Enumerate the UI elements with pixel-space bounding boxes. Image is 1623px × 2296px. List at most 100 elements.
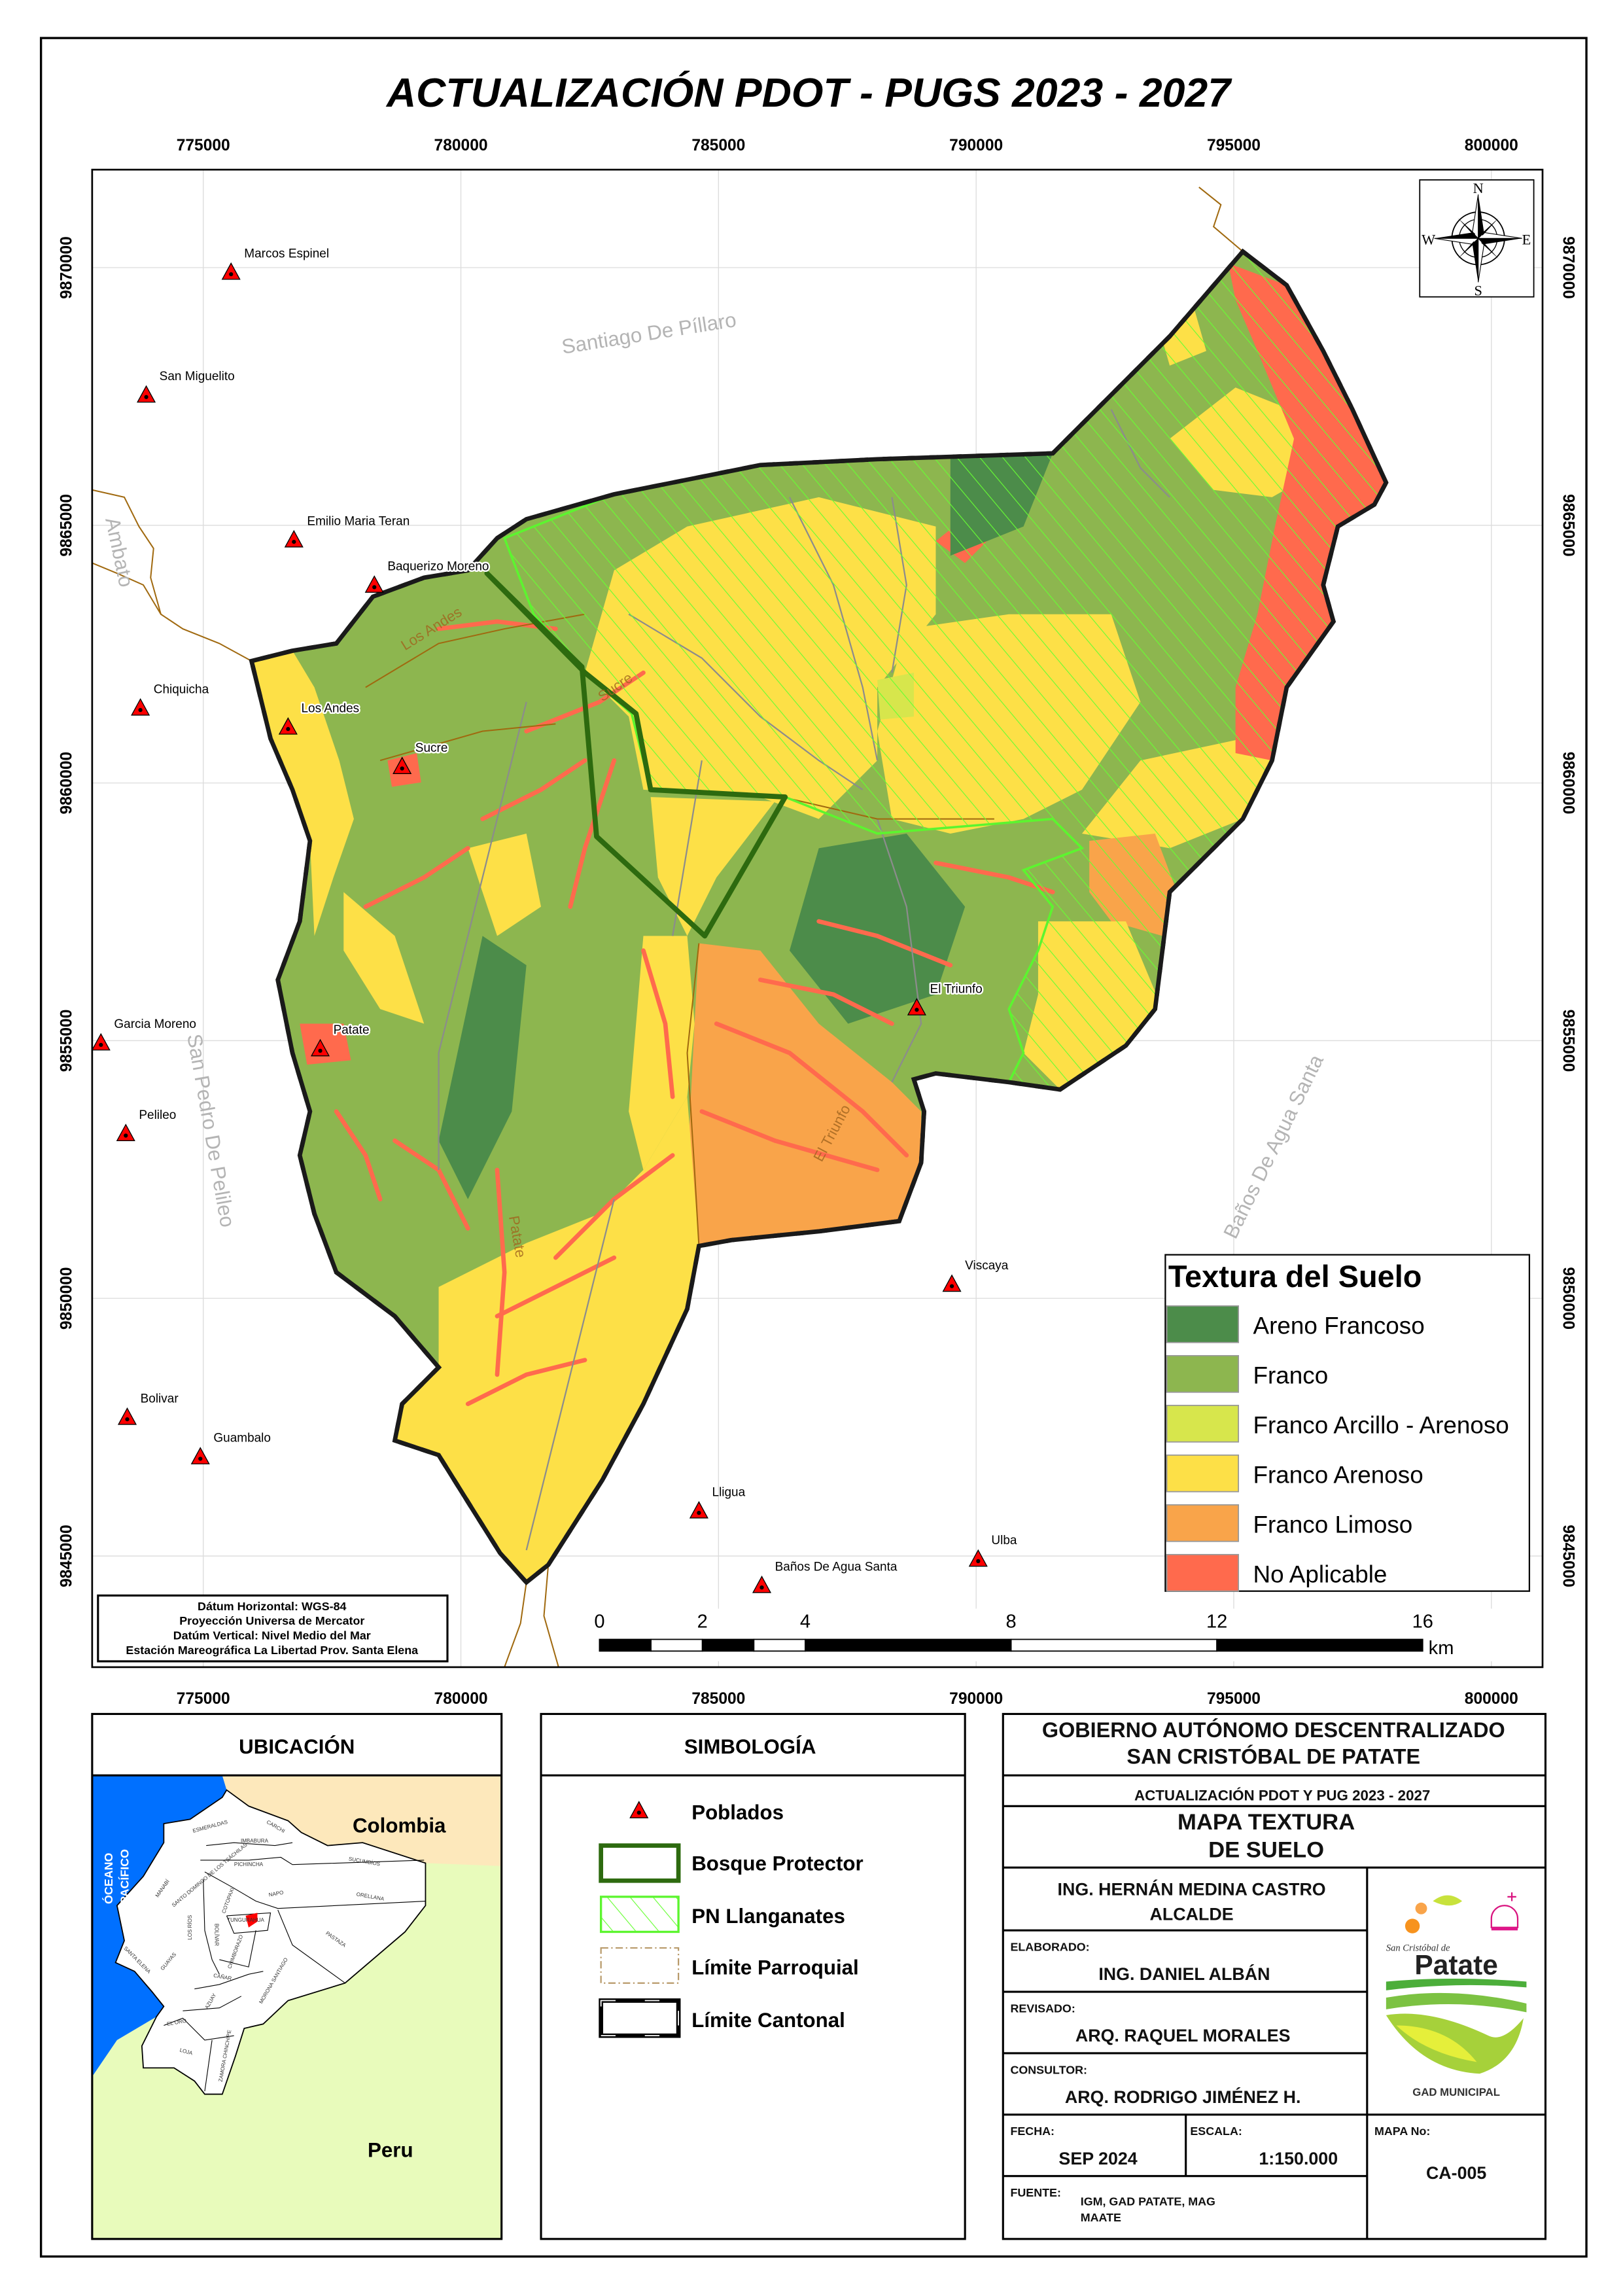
colombia-area xyxy=(222,1775,502,1866)
mayor-name: ING. HERNÁN MEDINA CASTRO xyxy=(1058,1879,1326,1899)
populated-place-icon xyxy=(284,529,304,548)
symbology-label: PN Llanganates xyxy=(691,1905,845,1928)
populated-place[interactable]: El Triunfo xyxy=(907,981,984,1016)
populated-place[interactable]: Lligua xyxy=(689,1485,746,1519)
place-label: Los Andes xyxy=(301,701,359,715)
populated-place-icon xyxy=(942,1274,962,1292)
scale-bar-segment xyxy=(599,1638,652,1652)
province-label: NAPO xyxy=(268,1890,284,1898)
populated-place[interactable]: Viscaya xyxy=(942,1259,1009,1292)
populated-place-icon xyxy=(278,717,298,735)
legend-item: Franco Arcillo - Arenoso xyxy=(1166,1404,1509,1443)
populated-place-icon xyxy=(131,698,150,716)
soil-zone-franco-arenoso xyxy=(650,797,775,936)
place-label: Lligua xyxy=(712,1485,746,1499)
location-inset-map: Colombia Peru ÓCEANO PACÍFICO ESMERALDAS… xyxy=(92,1775,502,2239)
place-label: Patate xyxy=(334,1023,370,1037)
y-tick-label: 9855000 xyxy=(1559,1010,1577,1072)
tungurahua-highlight xyxy=(245,1913,258,1928)
populated-place[interactable]: Patate xyxy=(310,1022,371,1057)
populated-place[interactable]: San Miguelito xyxy=(137,370,235,403)
scale-bar-segment xyxy=(701,1638,755,1652)
populated-place[interactable]: Baños De Agua Santa xyxy=(752,1560,898,1593)
map-frame xyxy=(91,168,1544,1669)
x-tick-label: 775000 xyxy=(177,137,230,154)
populated-place[interactable]: Marcos Espinel xyxy=(221,247,329,280)
populated-place-icon xyxy=(752,1575,772,1593)
legend-item: Franco xyxy=(1166,1354,1328,1393)
y-tick-label: 9870000 xyxy=(58,236,76,299)
populated-place-icon xyxy=(116,1123,135,1141)
fuente-label: FUENTE: xyxy=(1010,2186,1060,2199)
project-name: ACTUALIZACIÓN PDOT Y PUG 2023 - 2027 xyxy=(1134,1787,1430,1803)
title-block-text: GOBIERNO AUTÓNOMO DESCENTRALIZADO SAN CR… xyxy=(1010,1718,1527,2224)
populated-place[interactable]: Sucre xyxy=(393,739,449,775)
populated-place-icon xyxy=(689,1500,708,1519)
legend-label: Franco Limoso xyxy=(1253,1511,1412,1538)
legend: Textura del Suelo Areno Francoso Franco Fr… xyxy=(1164,1254,1531,1592)
place-label: Viscaya xyxy=(965,1259,1009,1273)
province-label: CAÑAR xyxy=(213,1973,232,1982)
legend-swatch xyxy=(1166,1454,1240,1492)
soil-zone-franco-arenoso xyxy=(629,936,695,1171)
symbology-label: Límite Cantonal xyxy=(691,2009,845,2032)
elaborado-label: ELABORADO: xyxy=(1010,1941,1089,1954)
legend-label: No Aplicable xyxy=(1253,1561,1387,1587)
populated-place-icon xyxy=(221,262,241,280)
symbology-label: Bosque Protector xyxy=(691,1852,863,1875)
ocean-label: PACÍFICO xyxy=(118,1849,131,1904)
legend-item: No Aplicable xyxy=(1166,1553,1387,1592)
place-label: Guambalo xyxy=(213,1432,271,1445)
legend-swatch xyxy=(1166,1305,1240,1343)
y-tick-label: 9850000 xyxy=(58,1267,76,1330)
bosque-protector-swatch xyxy=(599,1843,681,1883)
main-map[interactable]: Santiago De Píllaro Ambato San Pedro De … xyxy=(92,169,1543,1667)
west-label: W xyxy=(1422,231,1436,247)
x-tick-label: 780000 xyxy=(434,137,488,154)
x-tick-label: 800000 xyxy=(1465,1690,1518,1708)
populated-place[interactable]: Bolivar xyxy=(117,1392,179,1425)
populated-place[interactable]: Baquerizo Moreno xyxy=(364,558,491,593)
populated-place[interactable]: Los Andes xyxy=(278,700,361,735)
soil-zone-franco-arenoso xyxy=(251,650,354,936)
datum-line: Estación Mareográfica La Libertad Prov. … xyxy=(126,1644,419,1657)
scale-bar-segment xyxy=(650,1638,703,1652)
south-label: S xyxy=(1474,282,1482,298)
y-tick-label: 9855000 xyxy=(58,1010,76,1072)
populated-place[interactable]: Guambalo xyxy=(190,1432,271,1464)
mapa-no-value: CA-005 xyxy=(1426,2163,1486,2183)
legend-swatch xyxy=(1166,1404,1240,1443)
place-label: Sucre xyxy=(415,741,448,755)
fecha-value: SEP 2024 xyxy=(1058,2149,1137,2168)
soil-zone-franco-arenoso xyxy=(394,1097,699,1583)
scale-bar-segment xyxy=(753,1638,806,1652)
populated-place[interactable]: Pelileo xyxy=(116,1108,177,1141)
ocean-label: ÓCEANO xyxy=(101,1852,115,1904)
populated-place[interactable]: Emilio Maria Teran xyxy=(284,514,410,548)
page-title: ACTUALIZACIÓN PDOT - PUGS 2023 - 2027 xyxy=(385,70,1232,116)
datum-line: Dátum Horizontal: WGS-84 xyxy=(198,1600,346,1613)
populated-place-icon xyxy=(92,1033,111,1051)
place-label: Baños De Agua Santa xyxy=(775,1560,898,1574)
legend-label: Franco Arenoso xyxy=(1253,1461,1423,1488)
place-label: San Miguelito xyxy=(160,370,235,383)
mapa-no-label: MAPA No: xyxy=(1374,2125,1430,2138)
scale-bar-segment xyxy=(1216,1638,1423,1652)
place-label: Marcos Espinel xyxy=(244,247,329,260)
scale-bar-unit: km xyxy=(1429,1638,1454,1659)
legend-item: Franco Arenoso xyxy=(1166,1454,1423,1492)
populated-place[interactable]: Garcia Moreno xyxy=(92,1017,196,1051)
outside-parish-boundaries xyxy=(92,186,1244,1667)
province-boundaries xyxy=(164,1842,426,2092)
place-label: El Triunfo xyxy=(930,983,983,997)
populated-place[interactable]: Ulba xyxy=(968,1534,1017,1567)
escala-value: 1:150.000 xyxy=(1259,2149,1338,2168)
org-name: SAN CRISTÓBAL DE PATATE xyxy=(1126,1744,1420,1768)
populated-place[interactable]: Chiquicha xyxy=(131,682,209,716)
soil-zone-areno-francoso xyxy=(438,936,527,1199)
fuente-value: MAATE xyxy=(1081,2211,1121,2224)
parish-boundary-swatch xyxy=(600,1947,680,1984)
map-title: DE SUELO xyxy=(1208,1837,1324,1862)
legend-title: Textura del Suelo xyxy=(1168,1260,1422,1294)
legend-label: Franco Arcillo - Arenoso xyxy=(1253,1411,1509,1438)
